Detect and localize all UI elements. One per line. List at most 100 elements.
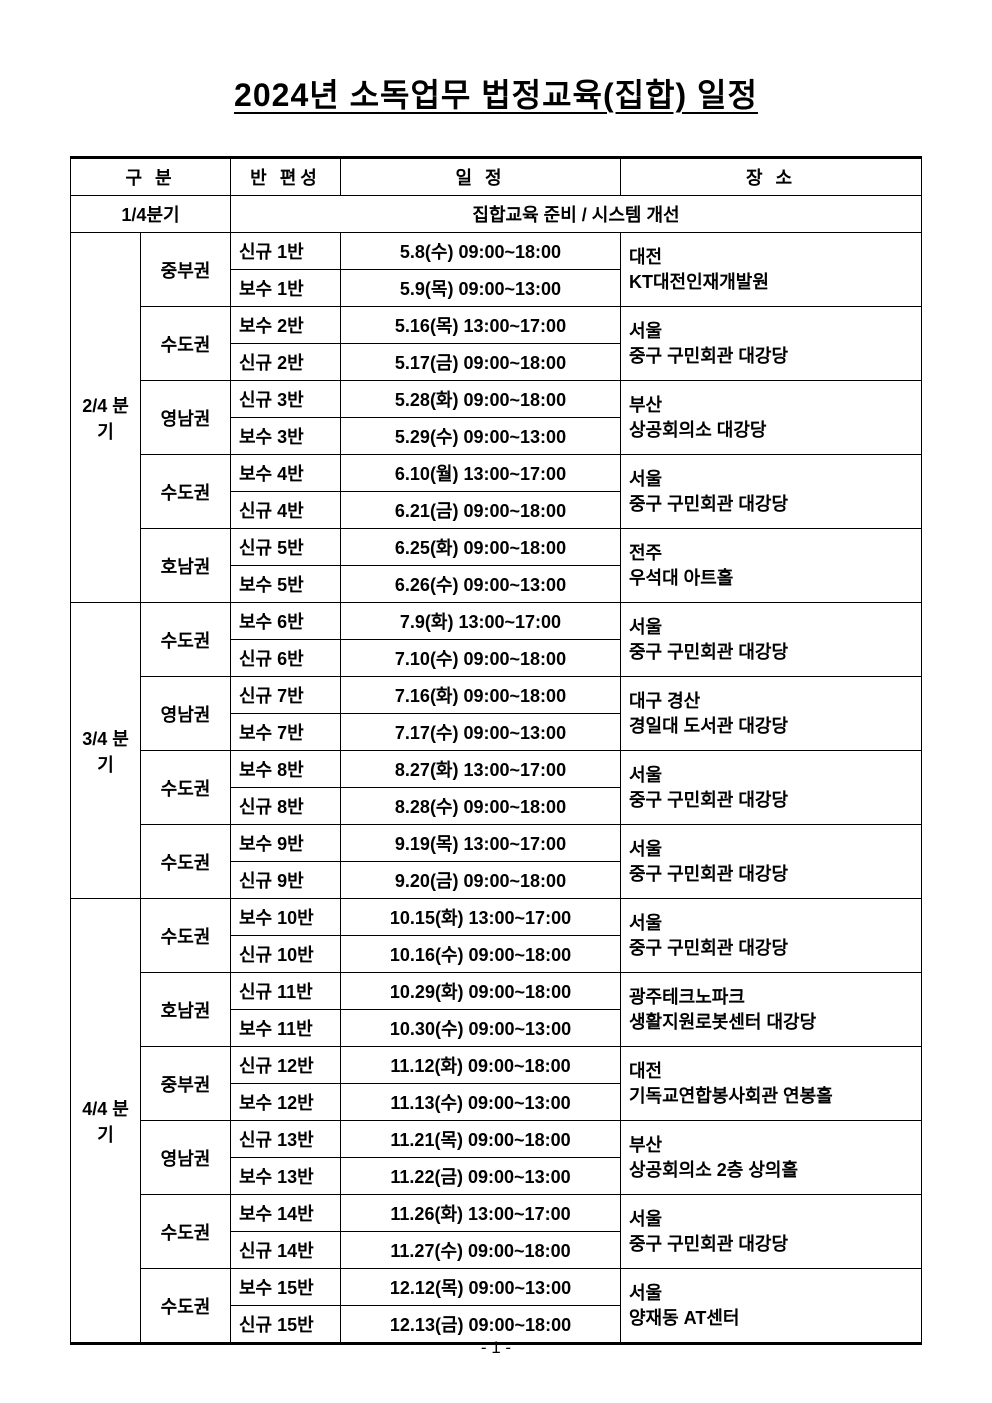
sched-cell: 6.25(화) 09:00~18:00 — [341, 529, 621, 566]
place-cell: 서울 중구 구민회관 대강당 — [621, 751, 922, 825]
region-name: 수도권 — [141, 899, 231, 973]
sched-cell: 10.15(화) 13:00~17:00 — [341, 899, 621, 936]
class-cell: 보수 14반 — [231, 1195, 341, 1232]
place-cell: 광주테크노파크 생활지원로봇센터 대강당 — [621, 973, 922, 1047]
place-line1: 서울 — [629, 617, 662, 637]
sched-cell: 7.17(수) 09:00~13:00 — [341, 714, 621, 751]
header-schedule: 일 정 — [341, 158, 621, 196]
place-cell: 부산 상공회의소 2층 상의홀 — [621, 1121, 922, 1195]
class-cell: 보수 5반 — [231, 566, 341, 603]
sched-cell: 6.26(수) 09:00~13:00 — [341, 566, 621, 603]
table-row: 수도권 보수 15반 12.12(목) 09:00~13:00 서울 양재동 A… — [71, 1269, 922, 1306]
place-line2: 우석대 아트홀 — [629, 568, 733, 588]
place-line1: 서울 — [629, 1283, 662, 1303]
place-cell: 대전 KT대전인재개발원 — [621, 233, 922, 307]
header-gubun: 구 분 — [71, 158, 231, 196]
place-line1: 대구 경산 — [629, 691, 700, 711]
class-cell: 보수 11반 — [231, 1010, 341, 1047]
class-cell: 신규 8반 — [231, 788, 341, 825]
class-cell: 신규 1반 — [231, 233, 341, 270]
sched-cell: 6.21(금) 09:00~18:00 — [341, 492, 621, 529]
region-name: 수도권 — [141, 825, 231, 899]
page-title: 2024년 소독업무 법정교육(집합) 일정 — [70, 70, 922, 116]
place-line1: 부산 — [629, 1135, 662, 1155]
q1-row: 1/4분기 집합교육 준비 / 시스템 개선 — [71, 196, 922, 233]
q1-note: 집합교육 준비 / 시스템 개선 — [231, 196, 922, 233]
region-name: 수도권 — [141, 307, 231, 381]
class-cell: 신규 7반 — [231, 677, 341, 714]
table-row: 3/4 분기 수도권 보수 6반 7.9(화) 13:00~17:00 서울 중… — [71, 603, 922, 640]
place-line1: 서울 — [629, 1209, 662, 1229]
place-line2: 중구 구민회관 대강당 — [629, 1234, 788, 1254]
place-line1: 대전 — [629, 247, 662, 267]
place-line1: 부산 — [629, 395, 662, 415]
class-cell: 보수 1반 — [231, 270, 341, 307]
sched-cell: 11.13(수) 09:00~13:00 — [341, 1084, 621, 1121]
sched-cell: 10.16(수) 09:00~18:00 — [341, 936, 621, 973]
sched-cell: 11.12(화) 09:00~18:00 — [341, 1047, 621, 1084]
class-cell: 보수 2반 — [231, 307, 341, 344]
place-cell: 서울 중구 구민회관 대강당 — [621, 1195, 922, 1269]
place-cell: 서울 중구 구민회관 대강당 — [621, 455, 922, 529]
table-row: 수도권 보수 2반 5.16(목) 13:00~17:00 서울 중구 구민회관… — [71, 307, 922, 344]
class-cell: 보수 9반 — [231, 825, 341, 862]
table-row: 2/4 분기 중부권 신규 1반 5.8(수) 09:00~18:00 대전 K… — [71, 233, 922, 270]
sched-cell: 5.9(목) 09:00~13:00 — [341, 270, 621, 307]
class-cell: 보수 7반 — [231, 714, 341, 751]
place-line2: 중구 구민회관 대강당 — [629, 938, 788, 958]
q2-label: 2/4 분기 — [71, 233, 141, 603]
region-name: 영남권 — [141, 381, 231, 455]
schedule-table: 구 분 반 편성 일 정 장 소 1/4분기 집합교육 준비 / 시스템 개선 … — [70, 156, 922, 1345]
class-cell: 신규 10반 — [231, 936, 341, 973]
page-number: - 1 - — [0, 1338, 992, 1358]
place-line1: 서울 — [629, 321, 662, 341]
region-name: 수도권 — [141, 1195, 231, 1269]
table-row: 수도권 보수 14반 11.26(화) 13:00~17:00 서울 중구 구민… — [71, 1195, 922, 1232]
sched-cell: 7.16(화) 09:00~18:00 — [341, 677, 621, 714]
region-name: 수도권 — [141, 455, 231, 529]
table-row: 수도권 보수 4반 6.10(월) 13:00~17:00 서울 중구 구민회관… — [71, 455, 922, 492]
sched-cell: 9.19(목) 13:00~17:00 — [341, 825, 621, 862]
place-cell: 대구 경산 경일대 도서관 대강당 — [621, 677, 922, 751]
class-cell: 신규 3반 — [231, 381, 341, 418]
header-class: 반 편성 — [231, 158, 341, 196]
place-line2: 중구 구민회관 대강당 — [629, 790, 788, 810]
class-cell: 보수 10반 — [231, 899, 341, 936]
class-cell: 보수 8반 — [231, 751, 341, 788]
region-name: 영남권 — [141, 677, 231, 751]
q4-label: 4/4 분기 — [71, 899, 141, 1344]
sched-cell: 10.29(화) 09:00~18:00 — [341, 973, 621, 1010]
place-line1: 전주 — [629, 543, 662, 563]
class-cell: 신규 2반 — [231, 344, 341, 381]
sched-cell: 7.9(화) 13:00~17:00 — [341, 603, 621, 640]
place-line2: 중구 구민회관 대강당 — [629, 864, 788, 884]
sched-cell: 11.27(수) 09:00~18:00 — [341, 1232, 621, 1269]
place-line2: 상공회의소 대강당 — [629, 420, 766, 440]
place-line1: 대전 — [629, 1061, 662, 1081]
class-cell: 신규 6반 — [231, 640, 341, 677]
sched-cell: 10.30(수) 09:00~13:00 — [341, 1010, 621, 1047]
class-cell: 신규 4반 — [231, 492, 341, 529]
place-cell: 전주 우석대 아트홀 — [621, 529, 922, 603]
place-line2: 중구 구민회관 대강당 — [629, 346, 788, 366]
class-cell: 보수 6반 — [231, 603, 341, 640]
class-cell: 보수 12반 — [231, 1084, 341, 1121]
sched-cell: 8.27(화) 13:00~17:00 — [341, 751, 621, 788]
sched-cell: 12.12(목) 09:00~13:00 — [341, 1269, 621, 1306]
class-cell: 신규 11반 — [231, 973, 341, 1010]
place-line2: 경일대 도서관 대강당 — [629, 716, 788, 736]
place-line2: 생활지원로봇센터 대강당 — [629, 1012, 816, 1032]
place-line1: 서울 — [629, 469, 662, 489]
q1-label: 1/4분기 — [71, 196, 231, 233]
place-line1: 서울 — [629, 913, 662, 933]
table-row: 영남권 신규 3반 5.28(화) 09:00~18:00 부산 상공회의소 대… — [71, 381, 922, 418]
sched-cell: 5.29(수) 09:00~13:00 — [341, 418, 621, 455]
table-row: 중부권 신규 12반 11.12(화) 09:00~18:00 대전 기독교연합… — [71, 1047, 922, 1084]
class-cell: 보수 3반 — [231, 418, 341, 455]
place-cell: 서울 중구 구민회관 대강당 — [621, 899, 922, 973]
q3-label: 3/4 분기 — [71, 603, 141, 899]
place-line2: 기독교연합봉사회관 연봉홀 — [629, 1086, 833, 1106]
place-line2: 중구 구민회관 대강당 — [629, 642, 788, 662]
class-cell: 신규 14반 — [231, 1232, 341, 1269]
place-cell: 서울 양재동 AT센터 — [621, 1269, 922, 1344]
